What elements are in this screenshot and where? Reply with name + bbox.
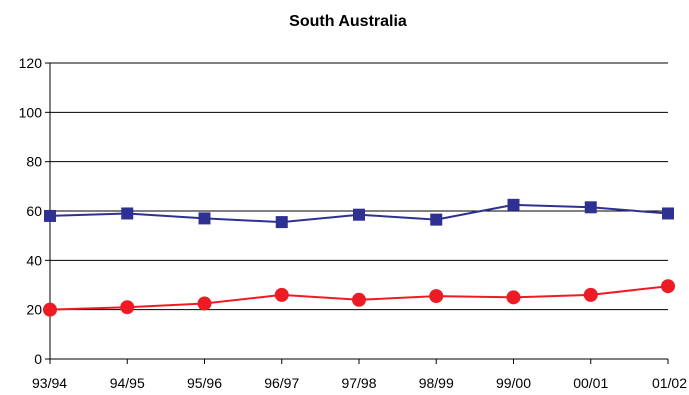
data-point [430, 213, 443, 226]
x-tick-label: 96/97 [264, 375, 299, 391]
gridlines [50, 62, 668, 311]
data-point [44, 209, 56, 222]
series-group [43, 198, 675, 317]
data-point [507, 198, 520, 211]
y-tick-label: 0 [34, 351, 42, 367]
y-tick-label: 80 [26, 154, 42, 170]
y-tick-label: 20 [26, 302, 42, 318]
data-point [197, 296, 212, 311]
data-point [352, 292, 366, 307]
x-tick-label: 97/98 [341, 375, 376, 391]
data-point [353, 208, 365, 221]
chart-title: South Australia [289, 13, 407, 30]
y-tick-label: 40 [26, 252, 42, 268]
x-tick-label: 99/00 [496, 375, 531, 391]
data-point [198, 212, 211, 225]
y-tick-label: 120 [19, 55, 43, 71]
y-axis-ticks: 0 20 40 60 80 100 120 [19, 55, 50, 367]
data-point [583, 287, 598, 302]
x-tick-label: 00/01 [573, 375, 608, 391]
series-2 [43, 279, 675, 317]
data-point [121, 207, 134, 220]
y-tick-label: 60 [26, 203, 42, 219]
data-point [584, 201, 597, 214]
data-point [506, 290, 521, 305]
series-1 [44, 198, 674, 229]
x-tick-label: 94/95 [110, 375, 145, 391]
data-point [120, 300, 135, 315]
x-axis-ticks: 93/94 94/95 95/96 96/97 97/98 98/99 99/00 00/01… [32, 359, 687, 391]
data-point [661, 279, 675, 294]
data-point [429, 289, 444, 304]
x-tick-label: 95/96 [187, 375, 222, 391]
data-point [275, 216, 288, 229]
y-tick-label: 100 [19, 104, 43, 120]
x-tick-label: 98/99 [419, 375, 454, 391]
data-point [43, 302, 57, 317]
x-tick-label: 01/02 [652, 375, 687, 391]
data-point [274, 287, 289, 302]
x-tick-label: 93/94 [32, 375, 67, 391]
data-point [662, 207, 674, 220]
